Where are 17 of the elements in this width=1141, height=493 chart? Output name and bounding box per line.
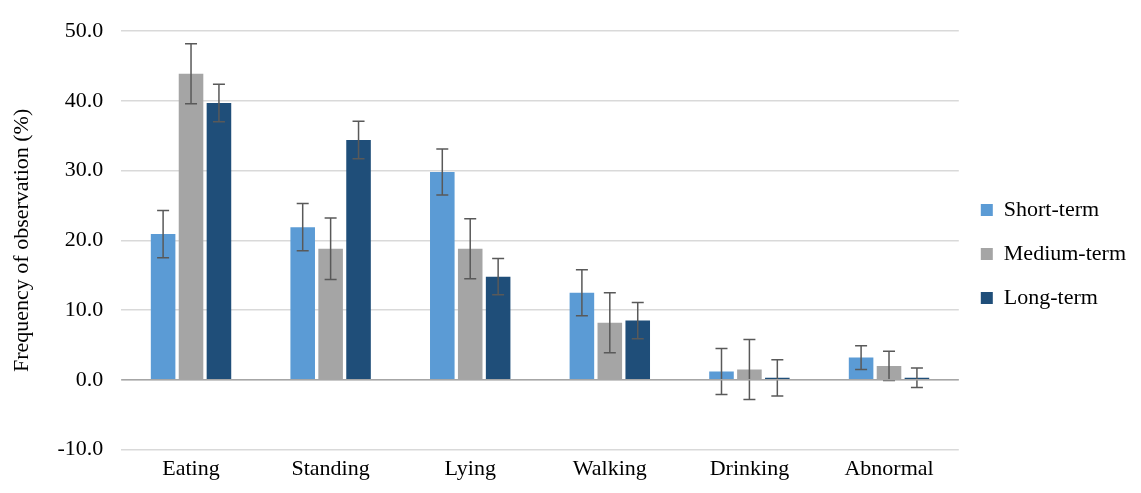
y-tick-label: 40.0 (64, 86, 104, 112)
legend-label: Medium-term (1003, 239, 1127, 265)
y-tick-label: 20.0 (64, 226, 104, 252)
y-tick-label: 10.0 (64, 295, 104, 321)
x-tick-label: Drinking (709, 454, 790, 480)
y-tick-label: 0.0 (75, 365, 104, 391)
x-tick-label: Lying (444, 454, 496, 480)
y-axis-title: Frequency of observation (%) (7, 108, 33, 373)
y-tick-label: 50.0 (64, 16, 104, 42)
legend-label: Long-term (1003, 283, 1098, 309)
legend-label: Short-term (1003, 195, 1100, 221)
x-tick-label: Abnormal (844, 454, 934, 480)
x-tick-label: Eating (162, 454, 220, 480)
y-tick-label: -10.0 (57, 435, 104, 461)
y-tick-label: 30.0 (64, 156, 104, 182)
x-tick-label: Walking (572, 454, 647, 480)
x-tick-label: Standing (291, 454, 370, 480)
